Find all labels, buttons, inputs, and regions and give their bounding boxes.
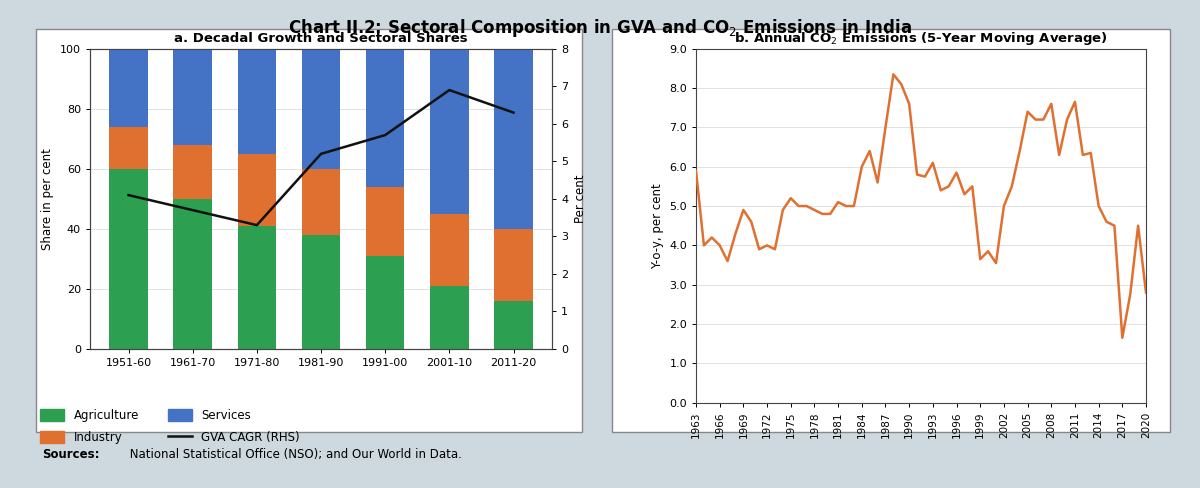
- Bar: [430, 286, 468, 349]
- Bar: [430, 214, 468, 286]
- Bar: [301, 169, 341, 235]
- Bar: [494, 301, 533, 349]
- Legend: Agriculture, Industry, Services, GVA CAGR (RHS): Agriculture, Industry, Services, GVA CAG…: [41, 409, 300, 445]
- Bar: [366, 187, 404, 256]
- Bar: [494, 229, 533, 301]
- Y-axis label: Y-o-y, per cent: Y-o-y, per cent: [650, 183, 664, 268]
- Bar: [109, 49, 148, 127]
- Title: b. Annual CO$_2$ Emissions (5-Year Moving Average): b. Annual CO$_2$ Emissions (5-Year Movin…: [734, 30, 1108, 47]
- Text: National Statistical Office (NSO); and Our World in Data.: National Statistical Office (NSO); and O…: [126, 448, 462, 461]
- Bar: [238, 49, 276, 154]
- Bar: [109, 127, 148, 169]
- Bar: [494, 49, 533, 229]
- Bar: [109, 169, 148, 349]
- Bar: [238, 154, 276, 226]
- Bar: [238, 226, 276, 349]
- Bar: [366, 256, 404, 349]
- Text: Chart II.2: Sectoral Composition in GVA and CO$_2$ Emissions in India: Chart II.2: Sectoral Composition in GVA …: [288, 17, 912, 39]
- Bar: [174, 49, 212, 145]
- Bar: [366, 49, 404, 187]
- Y-axis label: Per cent: Per cent: [574, 175, 587, 223]
- Text: Sources:: Sources:: [42, 448, 100, 461]
- Y-axis label: Share in per cent: Share in per cent: [42, 148, 54, 250]
- Bar: [174, 145, 212, 199]
- Bar: [301, 235, 341, 349]
- Bar: [301, 49, 341, 169]
- Title: a. Decadal Growth and Sectoral Shares: a. Decadal Growth and Sectoral Shares: [174, 32, 468, 45]
- Bar: [430, 49, 468, 214]
- Bar: [174, 199, 212, 349]
